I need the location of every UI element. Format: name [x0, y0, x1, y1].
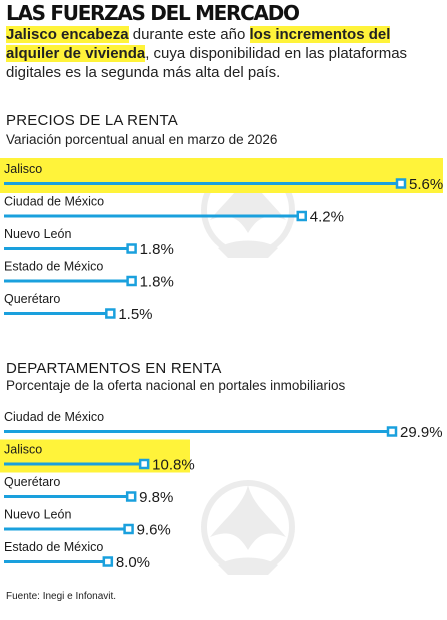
value-label: 10.8% — [152, 457, 195, 474]
bar-end-marker — [296, 210, 307, 222]
chart-departamentos-renta: Ciudad de México 29.9% Jalisco 10.8% Queréta… — [0, 410, 443, 571]
value-label: 8.0% — [116, 554, 150, 571]
infographic-title: LAS FUERZAS DEL MERCADO — [6, 1, 300, 25]
bar — [4, 312, 111, 315]
category-label: Estado de México — [4, 540, 103, 554]
section-title-departamentos: DEPARTAMENTOS EN RENTA — [6, 360, 222, 377]
bar-end-marker — [126, 275, 137, 287]
source-note: Fuente: Inegi e Infonavit. — [6, 591, 117, 602]
intro-text: , cuya disponibilidad en las plataformas… — [6, 45, 408, 81]
category-label: Jalisco — [4, 162, 42, 176]
bar-end-marker — [123, 523, 134, 535]
value-label: 4.2% — [310, 209, 344, 226]
value-label: 5.6% — [409, 176, 443, 193]
bar — [4, 560, 108, 563]
value-label: 9.6% — [137, 522, 171, 539]
chart-precios-renta: Jalisco 5.6% Ciudad de México 4.2% Nuevo Leó… — [0, 158, 443, 323]
bar — [4, 462, 145, 466]
category-label: Querétaro — [4, 475, 60, 489]
value-label: 29.9% — [400, 424, 443, 441]
value-label: 1.8% — [140, 274, 174, 291]
bar-end-marker — [125, 491, 137, 502]
bar-end-marker — [386, 426, 398, 437]
intro-paragraph: Jalisco encabeza durante este año los in… — [6, 25, 442, 82]
eagle-watermark-icon — [201, 480, 295, 575]
section-title-precios: PRECIOS DE LA RENTA — [6, 112, 178, 129]
bar — [4, 495, 132, 498]
bar-end-marker — [138, 458, 150, 470]
bar-end-marker — [105, 308, 116, 319]
intro-text: durante este año — [128, 26, 250, 43]
bar — [4, 247, 132, 250]
category-label: Ciudad de México — [4, 410, 104, 424]
category-label: Nuevo León — [4, 227, 71, 241]
value-label: 1.8% — [140, 241, 174, 258]
value-label: 1.5% — [118, 306, 152, 323]
category-label: Jalisco — [4, 443, 42, 457]
category-label: Nuevo León — [4, 508, 71, 522]
bar-end-marker — [395, 178, 407, 189]
intro-highlight: Jalisco encabeza — [6, 26, 129, 43]
bar — [4, 430, 392, 433]
value-label: 9.8% — [139, 489, 173, 506]
section-subtitle-departamentos: Porcentaje de la oferta nacional en port… — [6, 378, 346, 393]
category-label: Estado de México — [4, 260, 103, 274]
section-subtitle-precios: Variación porcentual anual en marzo de 2… — [6, 132, 278, 147]
category-label: Ciudad de México — [4, 195, 104, 209]
bar — [4, 182, 401, 185]
bar — [4, 279, 132, 283]
bar-end-marker — [126, 243, 137, 254]
bar-end-marker — [102, 556, 114, 567]
highlight-band — [0, 158, 443, 193]
bar — [4, 527, 129, 531]
category-label: Querétaro — [4, 292, 60, 306]
bar — [4, 214, 302, 218]
highlight-band — [0, 439, 190, 473]
